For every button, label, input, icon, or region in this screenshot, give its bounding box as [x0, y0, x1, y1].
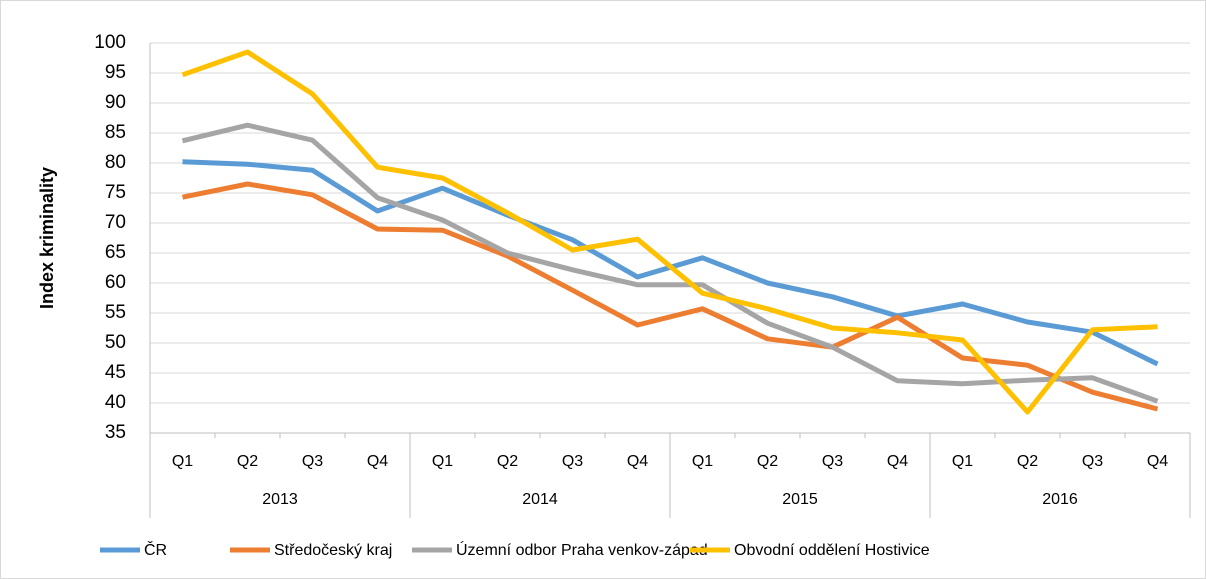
y-tick-label: 55: [105, 302, 126, 323]
legend-label: Územní odbor Praha venkov-západ: [456, 540, 708, 559]
series-line: [182, 181, 1159, 412]
x-tick-label: Q3: [822, 453, 843, 470]
x-tick-label: Q4: [627, 453, 648, 470]
x-tick-label: Q2: [757, 453, 778, 470]
y-tick-label: 70: [105, 212, 126, 233]
x-tick-label: Q3: [302, 453, 323, 470]
y-tick-label: 35: [105, 422, 126, 443]
x-tick-label: Q3: [562, 453, 583, 470]
group-label: 2015: [782, 491, 818, 508]
x-tick-label: Q4: [1147, 453, 1168, 470]
y-tick-label: 75: [105, 182, 126, 203]
group-label: 2016: [1042, 491, 1078, 508]
y-tick-label: 65: [105, 242, 126, 263]
x-tick-label: Q2: [1017, 453, 1038, 470]
legend-label: Obvodní oddělení Hostivice: [734, 542, 930, 559]
y-tick-label: 45: [105, 362, 126, 383]
y-tick-label: 50: [105, 332, 126, 353]
x-tick-label: Q3: [1082, 453, 1103, 470]
x-tick-label: Q1: [952, 453, 973, 470]
x-tick-label: Q4: [367, 453, 388, 470]
group-label: 2014: [522, 491, 558, 508]
legend-label: ČR: [144, 540, 167, 559]
y-tick-label: 60: [105, 272, 126, 293]
x-tick-label: Q1: [692, 453, 713, 470]
y-tick-label: 85: [105, 122, 126, 143]
x-tick-label: Q1: [432, 453, 453, 470]
x-tick-label: Q2: [497, 453, 518, 470]
y-tick-label: 80: [105, 152, 126, 173]
series-line: [181, 122, 1159, 404]
x-tick-label: Q1: [172, 453, 193, 470]
y-axis-label: Index kriminality: [37, 167, 57, 309]
y-tick-label: 100: [94, 32, 126, 53]
y-tick-label: 90: [105, 92, 126, 113]
y-tick-label: 40: [105, 392, 126, 413]
x-tick-label: Q4: [887, 453, 908, 470]
legend-label: Středočeský kraj: [274, 542, 392, 559]
series-line: [181, 49, 1158, 415]
y-tick-label: 95: [105, 62, 126, 83]
group-label: 2013: [262, 491, 298, 508]
x-tick-label: Q2: [237, 453, 258, 470]
